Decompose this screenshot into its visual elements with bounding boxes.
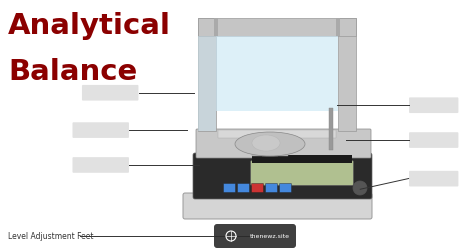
Polygon shape xyxy=(198,36,216,131)
FancyBboxPatch shape xyxy=(265,184,277,192)
FancyBboxPatch shape xyxy=(409,97,458,113)
Bar xyxy=(252,152,288,156)
Bar xyxy=(198,18,356,36)
FancyBboxPatch shape xyxy=(409,132,458,148)
FancyBboxPatch shape xyxy=(224,184,236,192)
FancyBboxPatch shape xyxy=(73,157,129,173)
Text: thenewz.site: thenewz.site xyxy=(250,234,290,239)
Bar xyxy=(198,18,216,131)
FancyBboxPatch shape xyxy=(82,85,138,101)
Bar xyxy=(336,18,340,36)
Ellipse shape xyxy=(353,181,367,195)
FancyBboxPatch shape xyxy=(183,193,372,219)
Text: Analytical: Analytical xyxy=(8,12,171,40)
Bar xyxy=(218,130,336,138)
Ellipse shape xyxy=(235,132,305,156)
Bar xyxy=(214,18,218,36)
FancyBboxPatch shape xyxy=(237,184,249,192)
Bar xyxy=(262,138,278,156)
FancyBboxPatch shape xyxy=(214,224,296,248)
FancyBboxPatch shape xyxy=(280,184,292,192)
Ellipse shape xyxy=(252,135,280,151)
FancyBboxPatch shape xyxy=(252,184,264,192)
Bar xyxy=(329,108,333,150)
FancyBboxPatch shape xyxy=(250,161,354,186)
FancyBboxPatch shape xyxy=(73,122,129,138)
FancyBboxPatch shape xyxy=(193,153,372,199)
FancyBboxPatch shape xyxy=(409,171,458,187)
Bar xyxy=(338,18,356,131)
Text: Level Adjustment Feet: Level Adjustment Feet xyxy=(8,232,93,241)
Bar xyxy=(252,155,352,163)
Text: Balance: Balance xyxy=(8,58,137,86)
Bar xyxy=(216,36,338,111)
FancyBboxPatch shape xyxy=(196,129,371,158)
